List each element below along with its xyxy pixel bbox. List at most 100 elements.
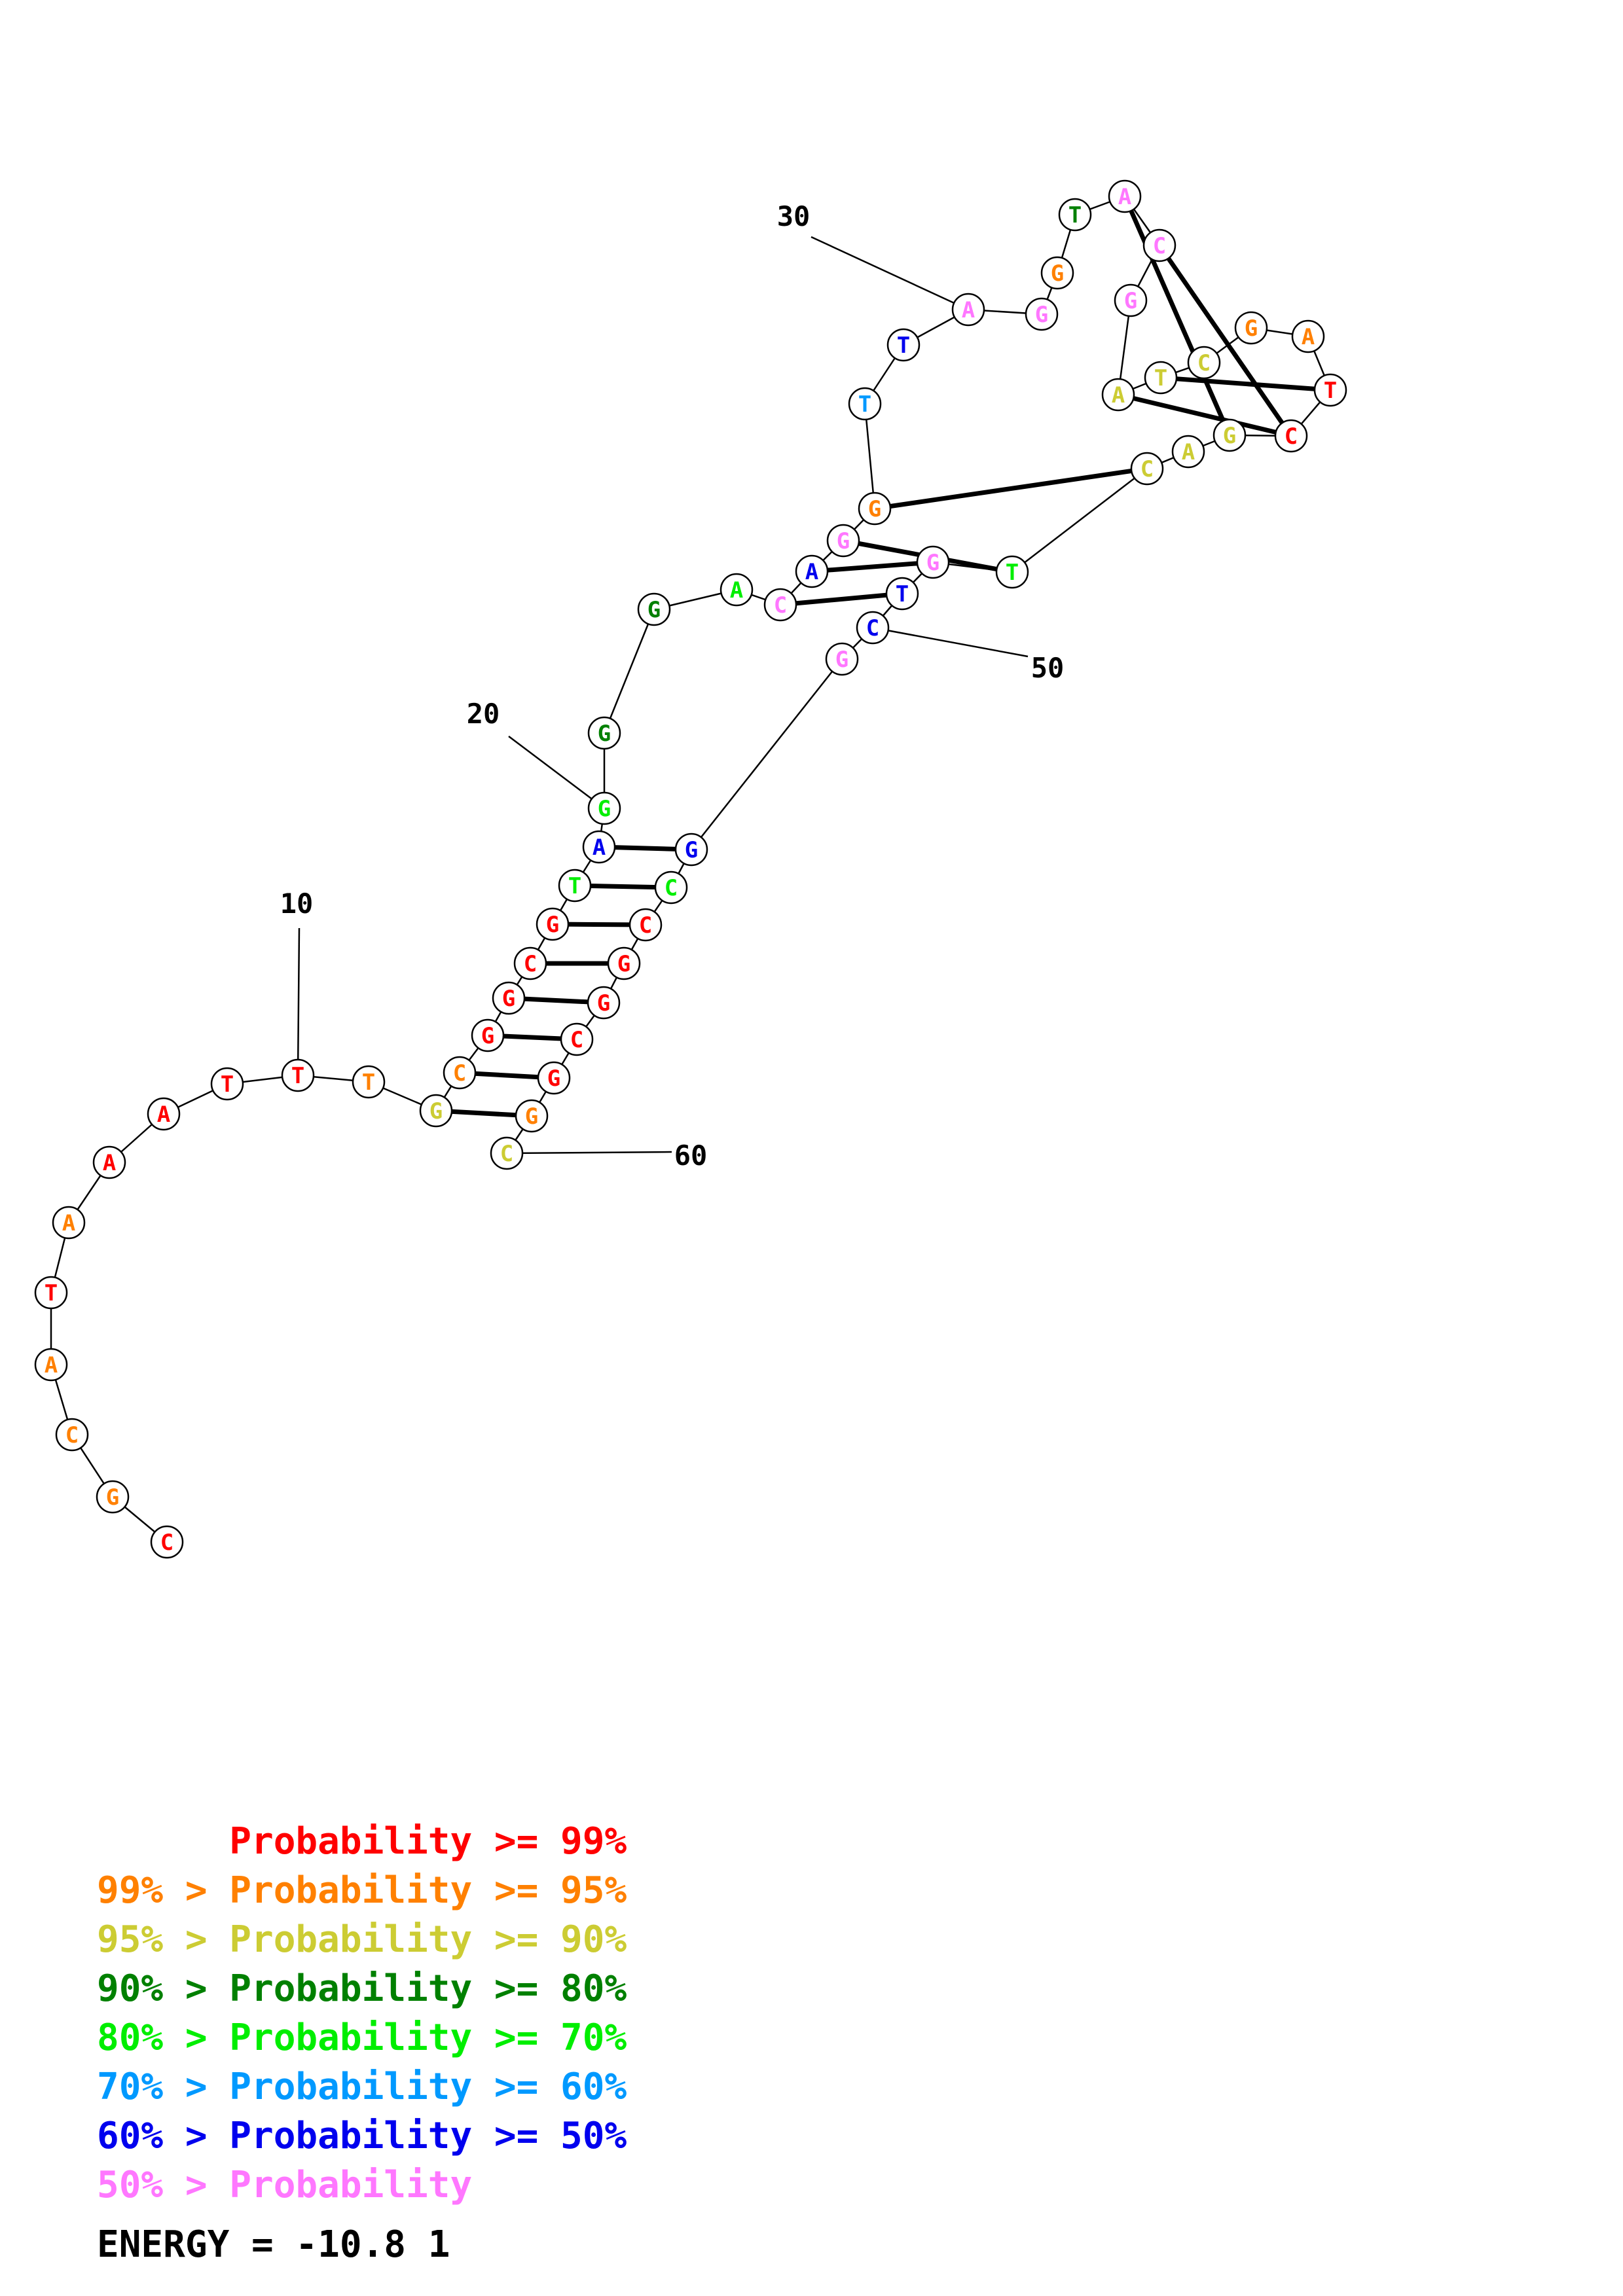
nucleotide-letter: T (1324, 378, 1337, 404)
nucleotide-circle (419, 1094, 453, 1128)
nucleotide: A (34, 1348, 68, 1382)
nucleotide: C (629, 908, 663, 942)
nucleotide: C (560, 1022, 594, 1056)
nucleotide-letter: G (617, 951, 630, 977)
nucleotide-letter: G (502, 986, 515, 1012)
nucleotide: T (352, 1065, 386, 1099)
nucleotide-circle (443, 1056, 477, 1090)
nucleotide-circle (92, 1145, 126, 1179)
position-label: 10 (280, 888, 314, 920)
nucleotide-circle (1142, 228, 1176, 262)
legend-row: 60% > Probability >= 50% (97, 2115, 627, 2157)
nucleotide: G (1114, 283, 1148, 317)
nucleotide-circle (1144, 361, 1178, 395)
nucleotide: T (210, 1067, 244, 1101)
nucleotide-letter: T (362, 1069, 375, 1096)
nucleotide-circle (607, 946, 641, 980)
nucleotide-circle (886, 328, 921, 362)
nucleotide-letter: C (570, 1027, 583, 1053)
nucleotide: C (55, 1418, 89, 1452)
nucleotide: T (34, 1276, 68, 1310)
base-pair-bond (1118, 392, 1292, 439)
nucleotide-circle (1101, 378, 1135, 412)
energy-label: ENERGY = -10.8 1 (97, 2223, 450, 2266)
nucleotide-circle (1234, 311, 1268, 345)
position-label: 50 (1031, 652, 1065, 684)
nucleotide-circle (637, 592, 671, 626)
nucleotide-circle (150, 1525, 184, 1559)
nucleotide-letter: A (730, 577, 743, 603)
nucleotide: G (1040, 256, 1074, 290)
probability-legend: Probability >= 99% 99% > Probability >= 9… (97, 1820, 627, 2206)
nucleotide-circle (1040, 256, 1074, 290)
nucleotide-letter: G (685, 837, 698, 863)
nucleotide: G (637, 592, 671, 626)
nucleotide-letter: A (62, 1210, 75, 1236)
nucleotide: G (419, 1094, 453, 1128)
nucleotide: T (848, 387, 882, 421)
nucleotide: T (281, 1058, 315, 1092)
nucleotide: T (1313, 373, 1347, 407)
nucleotide-letter: G (1223, 423, 1236, 449)
nucleotide-letter: G (598, 796, 611, 822)
nucleotide-circle (763, 588, 797, 622)
nucleotide-circle (352, 1065, 386, 1099)
nucleotide-letter: C (866, 615, 879, 641)
nucleotide: A (582, 830, 616, 864)
nucleotide: G (607, 946, 641, 980)
legend-row: 99% > Probability >= 95% (97, 1869, 627, 1912)
nucleotide-circle (795, 554, 829, 588)
nucleotide-letter: C (524, 951, 537, 977)
nucleotide-circle (858, 492, 892, 526)
nucleotide: T (886, 328, 921, 362)
base-pair-bond (780, 591, 903, 607)
nucleotide-circle (916, 545, 950, 579)
nucleotide-letter: C (1197, 350, 1211, 376)
nucleotide: C (1142, 228, 1176, 262)
nucleotide-letter: C (65, 1422, 79, 1448)
nucleotide-circle (1313, 373, 1347, 407)
nucleotide: T (995, 555, 1029, 589)
nucleotide-letter: A (103, 1150, 116, 1176)
nucleotide: A (1108, 179, 1142, 213)
legend-row: 95% > Probability >= 90% (97, 1918, 627, 1961)
nucleotide-circle (55, 1418, 89, 1452)
nucleotide-circle (1025, 297, 1059, 331)
nucleotide: C (513, 946, 547, 980)
nucleotide-circle (513, 946, 547, 980)
nucleotide: C (443, 1056, 477, 1090)
nucleotide-letter: T (568, 873, 581, 899)
base-pair-bond (874, 466, 1148, 511)
nucleotide-circle (582, 830, 616, 864)
nucleotide-circle (537, 1061, 571, 1095)
nucleotide: G (858, 492, 892, 526)
nucleotide-letter: G (1051, 260, 1064, 287)
nucleotide-letter: G (598, 721, 611, 747)
nucleotide: G (1213, 418, 1247, 452)
backbone-segment (864, 403, 876, 509)
nucleotide: G (471, 1018, 505, 1052)
nucleotide: C (1130, 452, 1164, 486)
nucleotide-letter: C (160, 1530, 173, 1556)
nucleotide: C (763, 588, 797, 622)
nucleotide: G (587, 986, 621, 1020)
nucleotide-letter: T (45, 1280, 58, 1306)
nucleotide-letter: T (221, 1071, 234, 1098)
nucleotide-letter: C (1153, 233, 1166, 259)
position-tick (811, 236, 969, 311)
nucleotide-circle (536, 907, 570, 941)
position-label: 60 (674, 1139, 708, 1172)
nucleotide-letter: T (1154, 365, 1167, 391)
nucleotide-circle (34, 1276, 68, 1310)
nucleotide: A (951, 293, 985, 327)
nucleotide-circle (210, 1067, 244, 1101)
nucleotide-letter: A (45, 1352, 58, 1378)
nucleotide-circle (1274, 419, 1308, 453)
nucleotide: C (490, 1136, 524, 1170)
nucleotide-circle (52, 1206, 86, 1240)
nucleotide: G (1025, 297, 1059, 331)
nucleotide-circle (654, 870, 688, 905)
nucleotide: A (720, 573, 754, 607)
nucleotide: A (795, 554, 829, 588)
